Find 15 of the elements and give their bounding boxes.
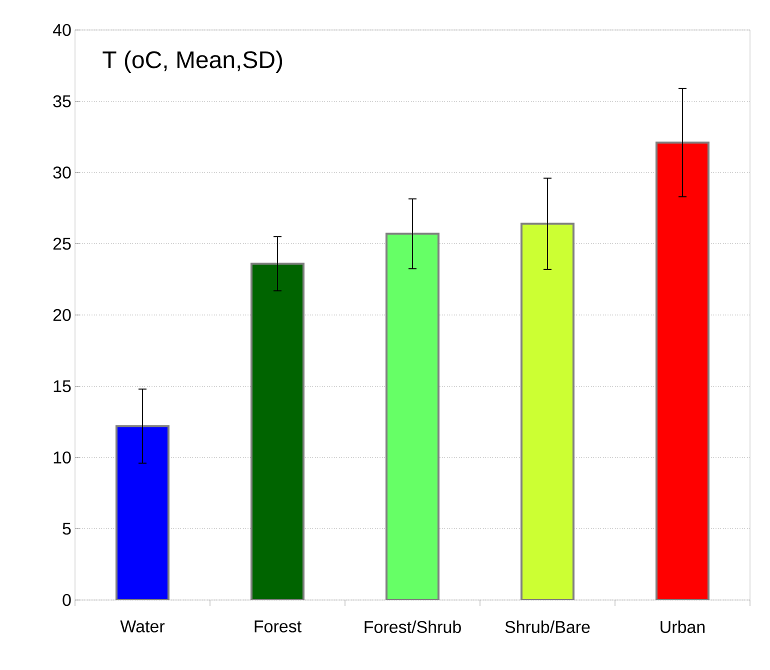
y-tick-label: 20 bbox=[53, 308, 71, 322]
x-tick-label: Forest bbox=[254, 620, 302, 632]
y-tick-label: 10 bbox=[54, 451, 71, 464]
x-tick-label: Urban bbox=[660, 620, 705, 634]
y-tick-label: 40 bbox=[52, 24, 71, 36]
x-tick-label: Water bbox=[120, 620, 165, 632]
y-tick-label: 5 bbox=[62, 522, 71, 535]
y-tick-label: 25 bbox=[53, 238, 71, 250]
y-tick-label: 15 bbox=[54, 380, 71, 392]
y-tick-label: 30 bbox=[53, 166, 71, 179]
x-tick-label: Shrub/Bare bbox=[505, 620, 590, 634]
y-tick-label: 0 bbox=[62, 594, 71, 606]
x-tick-label: Forest/Shrub bbox=[364, 620, 461, 634]
y-tick-label: 35 bbox=[53, 95, 71, 108]
text: T (oC, Mean,SD) bbox=[102, 50, 282, 73]
